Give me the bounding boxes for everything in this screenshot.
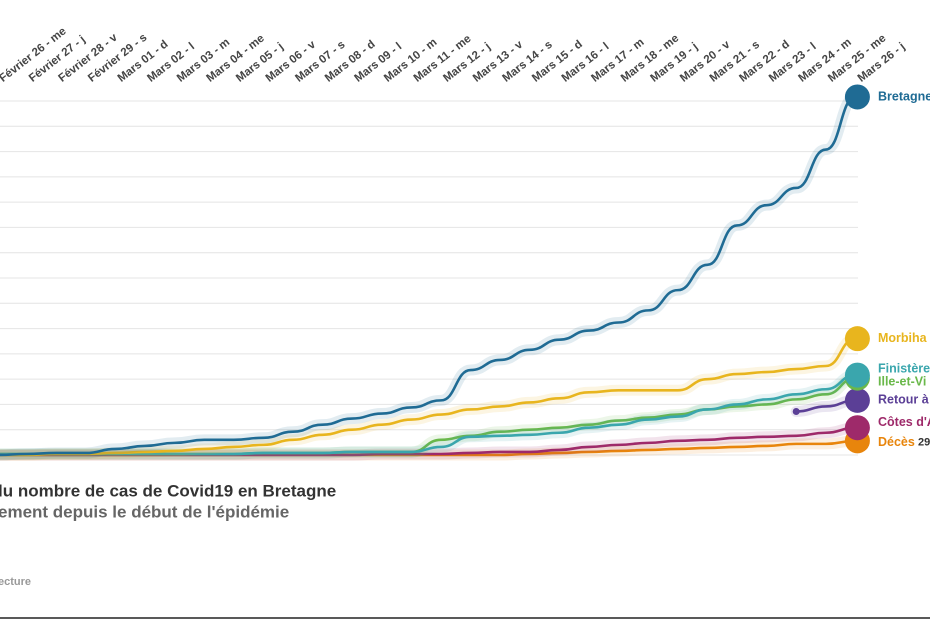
end-dot (844, 387, 870, 413)
series-label: Retour à (878, 393, 929, 407)
series-label: Côtes d'A (878, 415, 930, 429)
series-line (0, 95, 857, 457)
end-dot (844, 326, 870, 352)
series-label: Finistère (878, 361, 930, 375)
end-dot (844, 362, 870, 388)
end-dot (844, 84, 870, 110)
start-dot (792, 408, 800, 416)
series-line (0, 337, 857, 457)
source: ecture (0, 576, 31, 588)
series-label: Morbiha (878, 331, 928, 345)
chart-title: lu nombre de cas de Covid19 en Bretagne (0, 481, 336, 500)
end-dot (844, 415, 870, 441)
annotation: 29 (918, 437, 930, 449)
series-label: Bretagne (878, 89, 930, 103)
series-line (0, 373, 857, 456)
series-label: Ille-et-Vi (878, 374, 926, 388)
series-label: Décès (878, 435, 915, 449)
chart-subtitle: ement depuis le début de l'épidémie (0, 502, 289, 521)
